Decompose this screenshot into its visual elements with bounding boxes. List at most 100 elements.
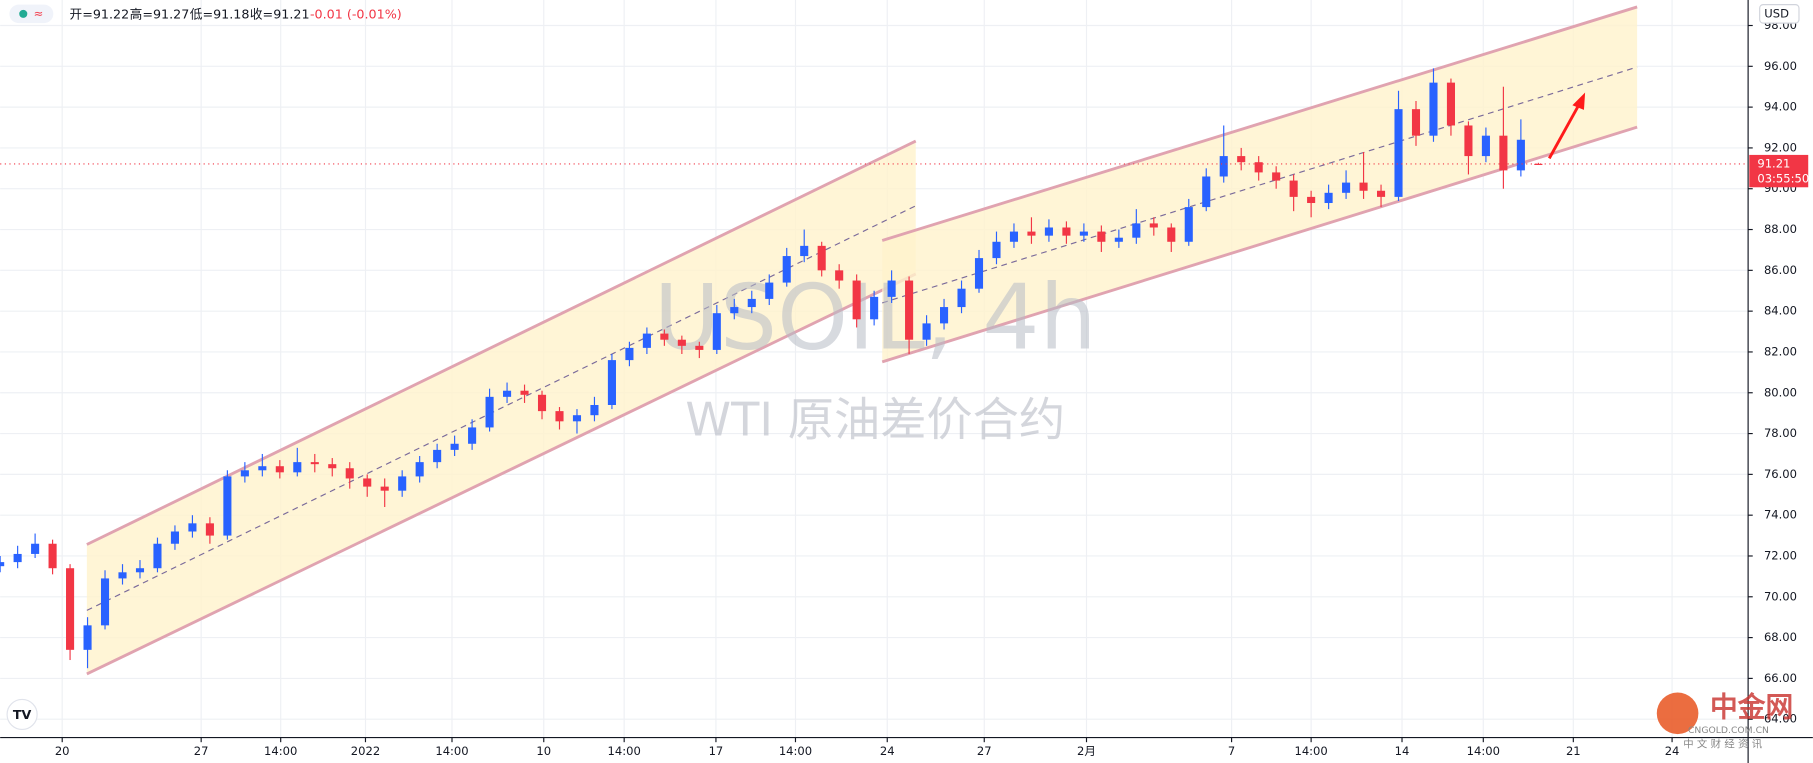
y-tick-label: 64.00 xyxy=(1764,712,1797,726)
candle-body xyxy=(118,572,127,579)
currency-button[interactable] xyxy=(1759,4,1800,24)
candle-body xyxy=(345,468,354,479)
candle-body xyxy=(537,394,547,412)
candle-body xyxy=(887,280,896,297)
candle-body xyxy=(83,625,92,650)
cngold-name: 中金网 xyxy=(1710,691,1793,724)
candle-body xyxy=(363,478,372,487)
candle-body xyxy=(695,345,704,350)
candle-body xyxy=(1132,223,1141,238)
candle-body xyxy=(31,543,40,554)
candle-body xyxy=(1289,180,1298,197)
x-tick-label: 14:00 xyxy=(779,744,812,758)
tv-logo[interactable] xyxy=(6,698,38,731)
candle-body xyxy=(450,443,459,450)
candle-body xyxy=(468,427,477,444)
candle-body xyxy=(433,449,442,463)
candle-body xyxy=(1429,82,1438,136)
candle-body xyxy=(223,476,232,536)
candle-body xyxy=(817,245,826,271)
candle-body xyxy=(747,298,756,308)
candle-body xyxy=(1411,109,1421,136)
ohlc-change: -0.01 (-0.01%) xyxy=(310,7,402,22)
x-tick-label: 21 xyxy=(1566,744,1581,758)
x-tick-label: 24 xyxy=(1665,744,1680,758)
arrow xyxy=(1548,103,1581,160)
x-tick-label: 17 xyxy=(709,744,724,758)
candle-body xyxy=(415,462,424,477)
candle-body xyxy=(13,553,22,563)
ticks: 64.00 66.00 68.00 70.00 72.00 74.00 76.00 78.00… xyxy=(55,18,1797,758)
candle-body xyxy=(870,296,879,320)
candle-body xyxy=(1027,231,1036,236)
candle-body xyxy=(1149,223,1158,228)
candle-body xyxy=(765,282,774,299)
x-tick-label: 20 xyxy=(55,744,70,758)
candle-body xyxy=(380,486,389,491)
y-tick-label: 94.00 xyxy=(1764,100,1797,114)
cngold-domain: CNGOLD.COM.CN xyxy=(1688,725,1769,736)
candle-body xyxy=(48,543,57,569)
candle-body xyxy=(905,280,914,340)
candle-body xyxy=(712,313,721,350)
candle-body xyxy=(135,568,145,573)
x-tick-label: 24 xyxy=(880,744,895,758)
y-tick-label: 72.00 xyxy=(1764,548,1797,562)
candle-body xyxy=(922,323,931,340)
candle-body xyxy=(607,360,616,405)
candle-body xyxy=(0,562,5,567)
tv-logo-glyph: TV xyxy=(13,707,32,722)
candle-body xyxy=(66,568,75,650)
candle-body xyxy=(1062,227,1071,236)
candle-body xyxy=(293,462,302,473)
candle-body xyxy=(188,523,197,532)
price-tag-price: 91.21 xyxy=(1757,157,1790,171)
candle-body xyxy=(1307,196,1316,204)
channel-midline xyxy=(882,66,1638,304)
candle-body xyxy=(328,464,337,469)
candle-body xyxy=(398,476,407,491)
candle-body xyxy=(642,333,651,348)
watermark-name: WTI 原油差价合约 xyxy=(685,393,1065,447)
candle-body xyxy=(1324,192,1333,204)
candle-body xyxy=(555,411,564,422)
candle-body xyxy=(1272,172,1281,181)
candle-body xyxy=(1079,231,1088,236)
candle-body xyxy=(1184,207,1193,242)
candle-body xyxy=(590,404,599,416)
price-tag-countdown: 03:55:50 xyxy=(1757,172,1809,186)
x-tick-label: 14:00 xyxy=(1467,744,1500,758)
candle-body xyxy=(1167,227,1176,242)
y-tick-label: 76.00 xyxy=(1764,467,1797,481)
y-tick-label: 80.00 xyxy=(1764,385,1797,399)
ohlc-open: 开=91.22 xyxy=(70,7,130,22)
candle-body xyxy=(677,339,686,346)
candle-body xyxy=(153,543,162,569)
y-tick-label: 66.00 xyxy=(1764,671,1797,685)
currency-label[interactable]: USD xyxy=(1764,6,1789,20)
y-tick-label: 88.00 xyxy=(1764,222,1797,236)
candle-body xyxy=(258,466,267,471)
candle-body xyxy=(572,415,582,422)
candle-body xyxy=(1394,109,1403,197)
candle-body xyxy=(730,307,739,314)
candle-body xyxy=(503,390,512,397)
candle-body xyxy=(625,347,634,361)
status-pill[interactable] xyxy=(9,4,54,24)
arrow-head xyxy=(1572,92,1586,110)
candle-body xyxy=(310,462,319,465)
candle-body xyxy=(1219,156,1228,177)
cngold-logo xyxy=(1656,692,1699,735)
y-tick-label: 70.00 xyxy=(1764,589,1797,603)
y-tick-label: 68.00 xyxy=(1764,630,1797,644)
candle-body xyxy=(205,523,214,536)
candle-body xyxy=(940,307,949,324)
cngold-slogan: 中 文 财 经 资 讯 xyxy=(1683,738,1762,751)
x-tick-label: 27 xyxy=(977,744,992,758)
candle-body xyxy=(1376,190,1386,197)
candle-body xyxy=(485,396,494,428)
y-tick-label: 86.00 xyxy=(1764,263,1797,277)
x-tick-label: 10 xyxy=(536,744,551,758)
candle-body xyxy=(1464,125,1473,157)
x-tick-label: 14 xyxy=(1395,744,1410,758)
